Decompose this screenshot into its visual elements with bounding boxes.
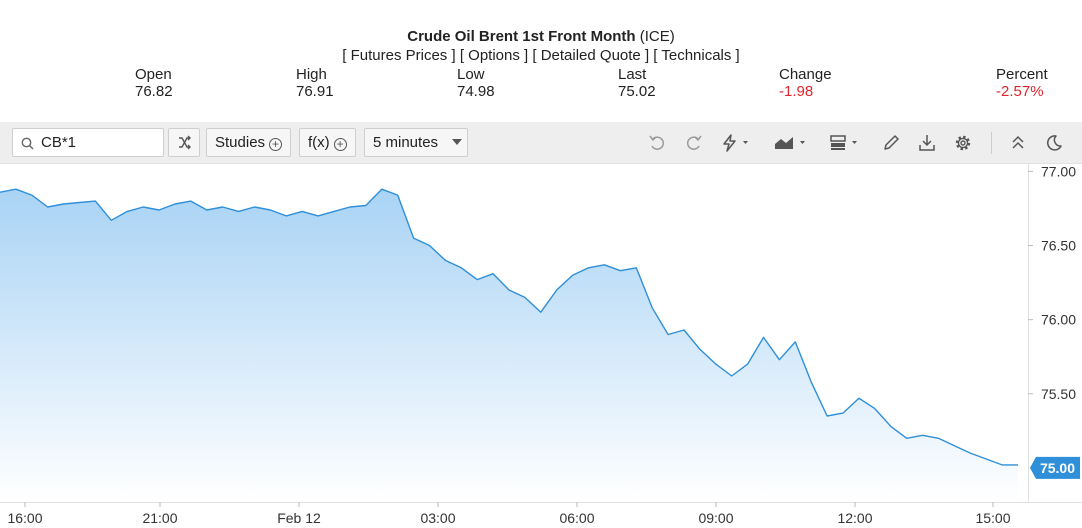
last-quote: Last 75.02	[618, 66, 738, 100]
function-button[interactable]: f(x) +	[299, 128, 356, 157]
y-tick-label: 76.00	[1041, 312, 1076, 328]
last-value: 75.02	[618, 83, 656, 100]
price-line	[0, 188, 1018, 466]
price-area	[0, 189, 1018, 502]
flash-icon[interactable]	[720, 133, 756, 153]
change-label: Change	[779, 66, 832, 83]
add-function-icon: +	[333, 138, 347, 151]
open-quote: Open 76.82	[135, 66, 255, 100]
options-link[interactable]: [ Options ]	[459, 47, 529, 64]
toolbar-divider	[991, 132, 992, 154]
low-value: 74.98	[457, 83, 495, 100]
interval-dropdown[interactable]: 5 minutes	[364, 128, 468, 157]
open-label: Open	[135, 66, 172, 83]
layout-icon[interactable]	[828, 133, 866, 153]
x-tick-label: 12:00	[837, 510, 872, 526]
add-study-icon: +	[269, 138, 283, 151]
plot-area	[0, 164, 1082, 503]
percent-value: -2.57%	[996, 83, 1044, 100]
undo-icon[interactable]	[647, 133, 667, 153]
high-quote: High 76.91	[296, 66, 416, 100]
collapse-icon[interactable]	[1008, 133, 1028, 153]
chart-toolbar: Studies+ f(x)+ 5 minutes	[0, 122, 1082, 164]
last-price-label: 75.00	[1040, 460, 1075, 476]
studies-button[interactable]: Studies +	[206, 128, 292, 157]
open-value: 76.82	[135, 83, 173, 100]
x-tick-label: 09:00	[698, 510, 733, 526]
x-tick-label: 15:00	[975, 510, 1010, 526]
x-tick-label: 03:00	[420, 510, 455, 526]
chart-type-icon[interactable]	[773, 133, 813, 153]
instrument-title: Crude Oil Brent 1st Front Month (ICE)	[0, 28, 1082, 46]
percent-quote: Percent -2.57%	[996, 66, 1082, 100]
pencil-icon[interactable]	[881, 133, 901, 153]
low-label: Low	[457, 66, 485, 83]
symbol-search[interactable]	[12, 128, 164, 157]
price-chart[interactable]: 77.00 76.50 76.00 75.50 16:00 21:00 Feb 12 03:…	[0, 164, 1082, 528]
quote-links: [ Futures Prices ] [ Options ] [ Detaile…	[0, 47, 1082, 65]
chevron-down-icon	[452, 139, 463, 145]
dark-mode-icon[interactable]	[1044, 133, 1064, 153]
change-value: -1.98	[779, 83, 814, 100]
high-value: 76.91	[296, 83, 334, 100]
function-label: f(x)	[308, 134, 330, 151]
search-icon	[21, 137, 34, 150]
x-axis: 16:00 21:00 Feb 12 03:00 06:00 09:00 12:00 15:0…	[7, 502, 1011, 526]
last-price-marker	[1030, 456, 1080, 479]
compare-icon	[179, 135, 191, 150]
change-quote: Change -1.98	[779, 66, 899, 100]
low-quote: Low 74.98	[457, 66, 577, 100]
x-tick-label: 06:00	[559, 510, 594, 526]
last-label: Last	[618, 66, 647, 83]
y-tick-label: 76.50	[1041, 238, 1076, 254]
exchange-label: (ICE)	[639, 28, 675, 45]
studies-label: Studies	[215, 134, 266, 151]
x-tick-label: 21:00	[142, 510, 177, 526]
redo-icon[interactable]	[684, 133, 704, 153]
technicals-link[interactable]: [ Technicals ]	[653, 47, 740, 64]
y-axis: 77.00 76.50 76.00 75.50	[1028, 164, 1076, 402]
high-label: High	[296, 66, 327, 83]
interval-label: 5 minutes	[373, 134, 439, 151]
download-icon[interactable]	[917, 133, 937, 153]
settings-icon[interactable]	[953, 133, 973, 153]
y-tick-label: 75.50	[1041, 386, 1076, 402]
symbol-input[interactable]	[41, 133, 159, 152]
compare-button[interactable]	[168, 128, 200, 157]
x-tick-label: Feb 12	[277, 510, 321, 526]
detailed-quote-link[interactable]: [ Detailed Quote ]	[532, 47, 650, 64]
y-tick-label: 77.00	[1041, 164, 1076, 179]
futures-prices-link[interactable]: [ Futures Prices ]	[342, 47, 456, 64]
instrument-name: Crude Oil Brent 1st Front Month	[407, 28, 636, 45]
x-tick-label: 16:00	[7, 510, 42, 526]
percent-label: Percent	[996, 66, 1048, 83]
last-price-badge: 75.00	[1030, 456, 1080, 479]
